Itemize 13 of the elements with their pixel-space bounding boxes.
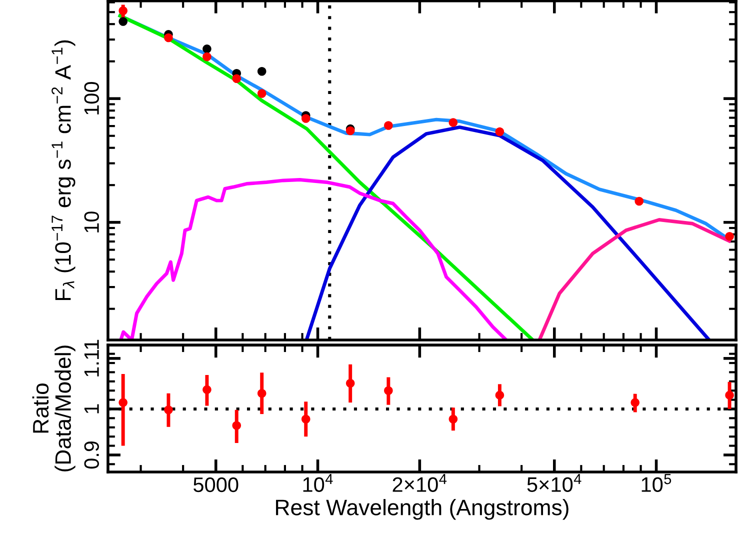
x-tick-label: 10$^{4}$ bbox=[303, 474, 333, 492]
x-tick-label: 5000 bbox=[194, 477, 238, 492]
x-tick-label: 2×10$^{4}$ bbox=[392, 474, 447, 492]
x-tick-label: 10$^{5}$ bbox=[642, 474, 672, 492]
y-axis-title: Ratio (Data/Model) bbox=[32, 346, 76, 472]
x-tick-label: 5×10$^{4}$ bbox=[527, 474, 582, 492]
y-tick-label: 0.9 bbox=[84, 441, 99, 469]
y-tick-label: 1 bbox=[84, 404, 99, 414]
y-tick-label: 1.11 bbox=[84, 340, 99, 376]
y-tick-label: 100 bbox=[84, 82, 99, 114]
y-tick-label: 10 bbox=[84, 212, 99, 232]
x-axis-title: Rest Wavelength (Angstroms) bbox=[276, 499, 568, 520]
text: F$_{λ}$ (10$^{−17}$ erg s$^{−1}$ cm$^{−2}$ A$^{−1}$) bbox=[52, 40, 76, 300]
